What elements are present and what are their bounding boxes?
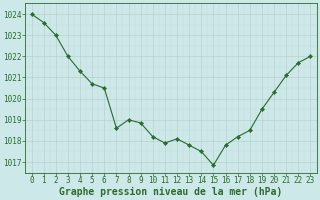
X-axis label: Graphe pression niveau de la mer (hPa): Graphe pression niveau de la mer (hPa) xyxy=(60,186,283,197)
